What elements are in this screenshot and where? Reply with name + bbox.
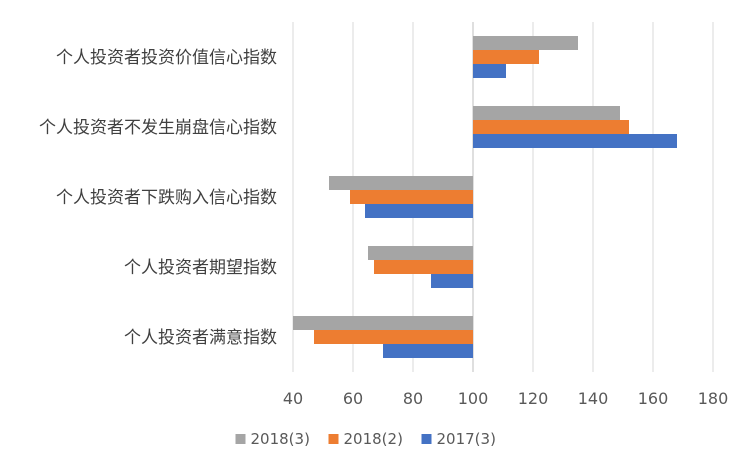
x-axis-tick-labels: 40 60 80 100 120 140 160 180 xyxy=(283,389,728,408)
x-tick-label: 180 xyxy=(698,389,729,408)
bar-2018(3) xyxy=(473,106,620,120)
x-tick-label: 160 xyxy=(638,389,669,408)
x-tick-label: 80 xyxy=(403,389,423,408)
legend-label: 2018(3) xyxy=(251,430,310,448)
x-tick-label: 120 xyxy=(518,389,549,408)
bar-2018(2) xyxy=(473,50,539,64)
x-tick-label: 140 xyxy=(578,389,609,408)
bar-2017(3) xyxy=(473,64,506,78)
bar-2017(3) xyxy=(431,274,473,288)
bar-2017(3) xyxy=(365,204,473,218)
bar-2018(3) xyxy=(329,176,473,190)
bar-2018(2) xyxy=(314,330,473,344)
bar-2018(3) xyxy=(293,316,473,330)
x-tick-label: 60 xyxy=(343,389,363,408)
bar-2018(3) xyxy=(473,36,578,50)
x-tick-label: 40 xyxy=(283,389,303,408)
legend-swatch xyxy=(421,434,432,444)
legend-label: 2017(3) xyxy=(437,430,496,448)
bars xyxy=(293,36,677,358)
bar-2018(2) xyxy=(350,190,473,204)
bar-2017(3) xyxy=(383,344,473,358)
legend-label: 2018(2) xyxy=(344,430,403,448)
category-label: 个人投资者满意指数 xyxy=(124,328,277,348)
legend-swatch xyxy=(235,434,246,444)
x-tick-label: 100 xyxy=(458,389,489,408)
category-label: 个人投资者不发生崩盘信心指数 xyxy=(39,118,277,138)
bar-2018(2) xyxy=(374,260,473,274)
bar-2017(3) xyxy=(473,134,677,148)
legend-swatch xyxy=(328,434,339,444)
category-label: 个人投资者下跌购入信心指数 xyxy=(56,188,277,208)
bar-2018(3) xyxy=(368,246,473,260)
category-label: 个人投资者期望指数 xyxy=(124,258,277,278)
bar-2018(2) xyxy=(473,120,629,134)
category-labels: 个人投资者投资价值信心指数个人投资者不发生崩盘信心指数个人投资者下跌购入信心指数… xyxy=(39,48,277,348)
legend: 2018(3) 2018(2) 2017(3) xyxy=(235,430,496,448)
category-label: 个人投资者投资价值信心指数 xyxy=(56,48,277,68)
